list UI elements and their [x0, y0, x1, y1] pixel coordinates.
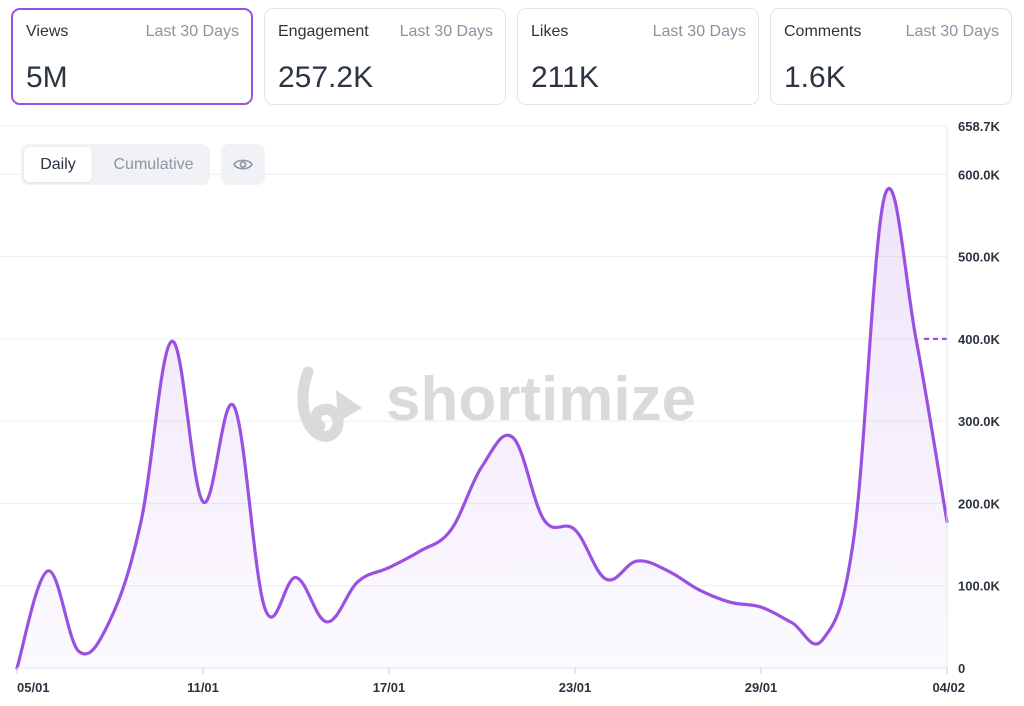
watermark-text: shortimize: [386, 365, 696, 434]
x-tick-label: 05/01: [17, 680, 50, 695]
x-tick-label: 23/01: [559, 680, 592, 695]
data-point: [821, 637, 825, 641]
card-value: 257.2K: [278, 61, 374, 94]
data-point: [325, 620, 329, 624]
card-value: 5M: [26, 61, 68, 94]
x-tick-label: 04/02: [932, 680, 965, 695]
views-series-line: [15, 186, 949, 670]
y-tick-label: 300.0K: [958, 414, 1001, 429]
cumulative-tab[interactable]: Cumulative: [113, 156, 194, 173]
data-point: [201, 500, 205, 504]
card-period: Last 30 Days: [399, 23, 493, 40]
data-point: [759, 605, 763, 609]
data-point: [263, 607, 267, 611]
data-point: [635, 559, 639, 563]
data-point: [790, 621, 794, 625]
card-value: 1.6K: [784, 61, 846, 94]
data-point: [542, 518, 546, 522]
likes-card[interactable]: Likes Last 30 Days 211K: [517, 8, 759, 105]
data-point: [294, 575, 298, 579]
data-point: [852, 534, 856, 538]
data-point: [728, 600, 732, 604]
visibility-toggle-button[interactable]: [221, 144, 265, 185]
x-tick-label: 11/01: [187, 680, 219, 695]
chart-mode-toggle: Daily Cumulative: [21, 144, 210, 185]
data-point: [170, 339, 174, 343]
data-point: [356, 580, 360, 584]
watermark-logo-icon: [297, 366, 362, 442]
y-tick-label: 200.0K: [958, 496, 1001, 511]
data-point: [232, 404, 236, 408]
chart-marks: [15, 186, 949, 670]
data-point: [139, 520, 143, 524]
data-point: [604, 577, 608, 581]
data-point: [573, 528, 577, 532]
card-label: Comments: [784, 23, 862, 40]
y-tick-label: 600.0K: [958, 167, 1001, 182]
card-label: Engagement: [278, 23, 369, 40]
card-period: Last 30 Days: [905, 23, 999, 40]
x-axis: 05/01 11/01 17/01 23/01 29/01 04/02: [16, 667, 965, 695]
y-tick-label: 400.0K: [958, 332, 1001, 347]
data-point: [697, 588, 701, 592]
y-tick-label: 100.0K: [958, 579, 1001, 594]
y-tick-label: 500.0K: [958, 250, 1001, 265]
x-tick-label: 29/01: [745, 680, 778, 695]
views-area-fill: [17, 188, 947, 668]
card-value: 211K: [531, 61, 599, 94]
views-chart: shortimize 0 100.0K 200.0K 300.0K 400.0K 500.…: [0, 119, 1001, 695]
data-point: [46, 569, 50, 573]
y-tick-label: 658.7K: [958, 119, 1001, 134]
engagement-card[interactable]: Engagement Last 30 Days 257.2K: [264, 8, 506, 105]
card-label: Likes: [531, 23, 569, 40]
data-point: [77, 650, 81, 654]
y-tick-label: 0: [958, 661, 965, 676]
eye-icon: [233, 159, 253, 170]
card-period: Last 30 Days: [652, 23, 746, 40]
y-axis: 0 100.0K 200.0K 300.0K 400.0K 500.0K 600.0K 658…: [946, 119, 1001, 676]
data-point: [480, 464, 484, 468]
data-point: [883, 193, 887, 197]
data-point: [387, 566, 391, 570]
data-point: [511, 436, 515, 440]
card-label: Views: [26, 23, 69, 40]
data-point: [449, 528, 453, 532]
data-point: [108, 618, 112, 622]
daily-tab[interactable]: Daily: [24, 147, 92, 182]
x-tick-label: 17/01: [373, 680, 406, 695]
watermark: shortimize: [297, 365, 696, 442]
data-point: [914, 337, 918, 341]
card-period: Last 30 Days: [145, 23, 239, 40]
comments-card[interactable]: Comments Last 30 Days 1.6K: [770, 8, 1012, 105]
data-point: [418, 549, 422, 553]
data-point: [666, 569, 670, 573]
views-card[interactable]: Views Last 30 Days 5M: [11, 8, 253, 105]
